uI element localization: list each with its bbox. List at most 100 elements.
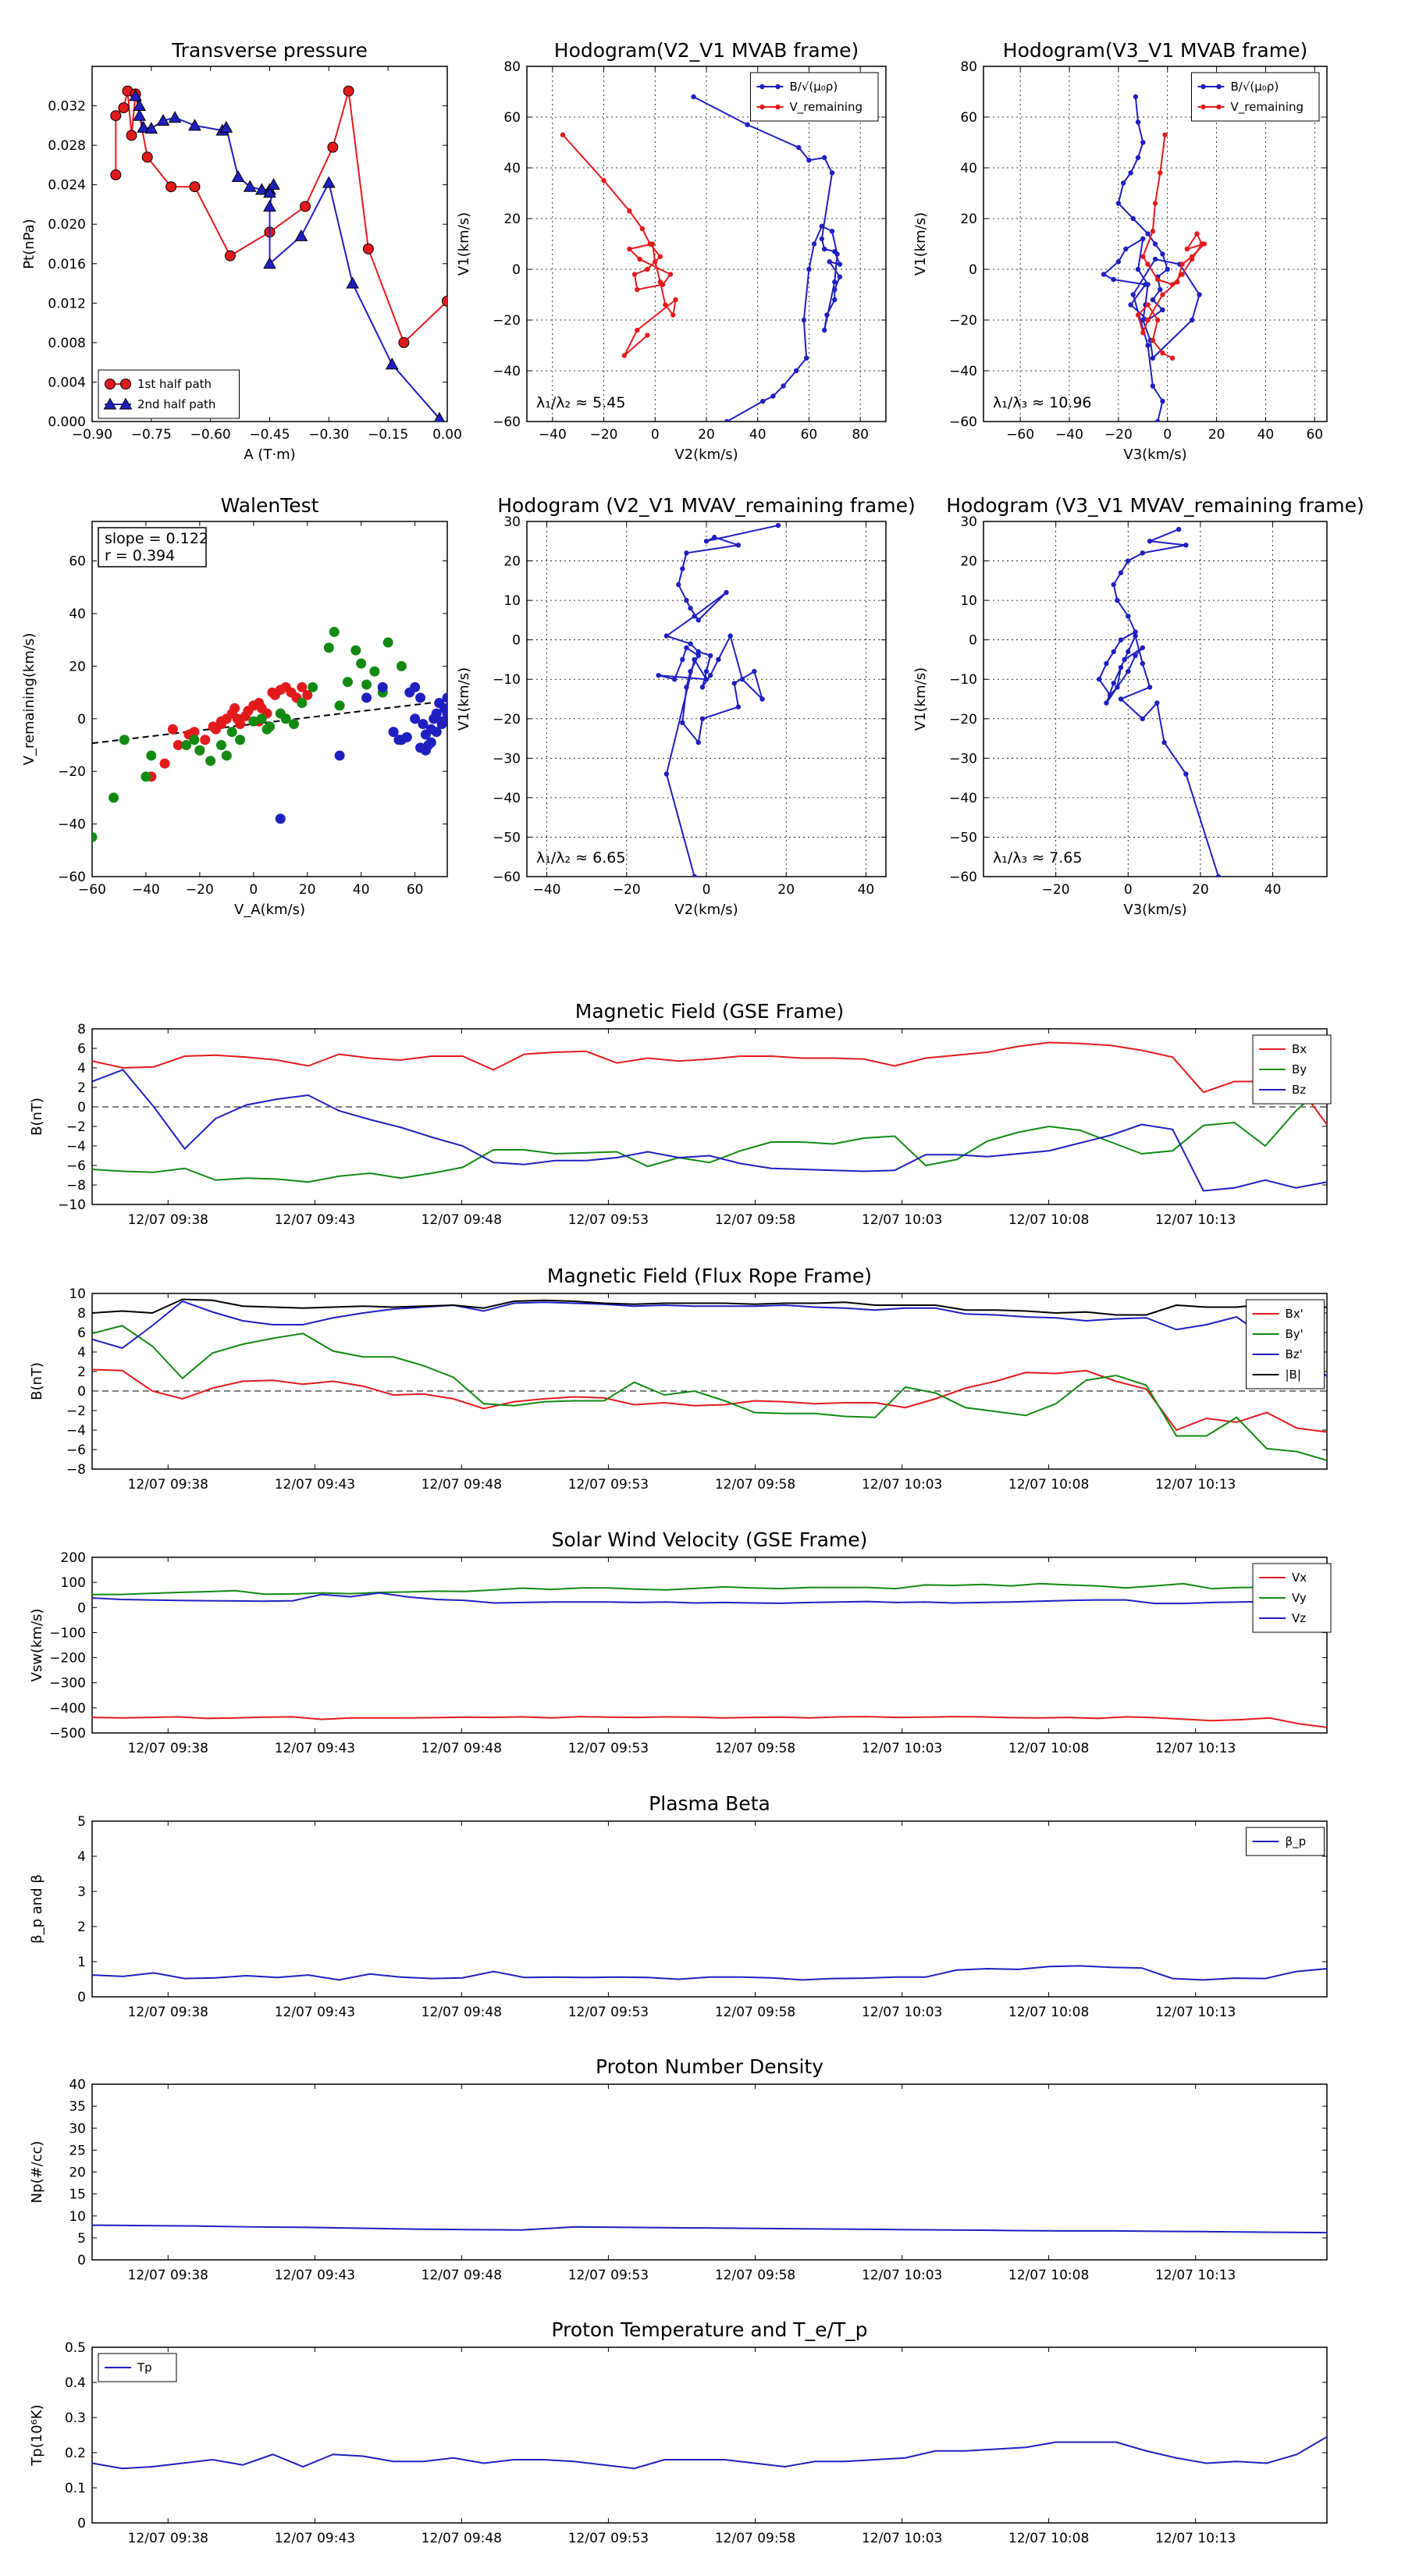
data-point bbox=[819, 236, 825, 242]
y-axis-label: B(nT) bbox=[29, 1362, 45, 1400]
data-point bbox=[688, 641, 693, 646]
legend: 1st half path 2nd half path bbox=[98, 369, 240, 419]
data-point bbox=[346, 276, 360, 289]
data-point bbox=[361, 692, 372, 703]
y-tick-label: 0 bbox=[77, 1990, 86, 2005]
y-tick-label: 2 bbox=[77, 1364, 86, 1380]
fit-line bbox=[92, 699, 447, 745]
data-point bbox=[811, 241, 817, 247]
y-tick-label: 0 bbox=[969, 262, 977, 278]
fit-stats-frame bbox=[98, 527, 207, 568]
ts1-axes-frame bbox=[91, 1028, 1328, 1205]
x-tick-label: −40 bbox=[1055, 427, 1083, 443]
y-tick-label: −40 bbox=[58, 817, 86, 833]
x-tick-label: 40 bbox=[749, 427, 767, 443]
series-group bbox=[110, 85, 447, 422]
y-tick-label: 80 bbox=[960, 59, 977, 75]
data-point bbox=[322, 176, 336, 188]
y-tick-label: 8 bbox=[77, 1022, 86, 1037]
series-line bbox=[92, 2435, 1327, 2470]
data-point bbox=[200, 735, 211, 745]
data-point bbox=[695, 739, 701, 745]
y-tick-label: 0 bbox=[77, 1600, 86, 1616]
x-tick-label: 12/07 10:13 bbox=[1155, 2268, 1236, 2283]
x-tick-label: 20 bbox=[698, 427, 715, 443]
x-tick-label: 12/07 10:13 bbox=[1155, 1212, 1236, 1228]
data-point bbox=[663, 771, 670, 777]
data-point bbox=[645, 266, 650, 272]
series-line bbox=[92, 1300, 1327, 1378]
data-point bbox=[707, 653, 713, 659]
h4-ticks: −20 0 20 40 −60 −50 −40 −30 −20 −10 0 10 20 30 bbox=[949, 514, 1327, 898]
data-point bbox=[803, 355, 809, 361]
x-tick-label: 12/07 10:03 bbox=[862, 1741, 942, 1756]
y-tick-label: 4 bbox=[77, 1061, 86, 1076]
data-point bbox=[144, 122, 158, 134]
data-point bbox=[1152, 201, 1158, 206]
data-point bbox=[1150, 229, 1156, 234]
y-tick-label: 20 bbox=[69, 659, 86, 674]
legend-label: Bz bbox=[1292, 1083, 1306, 1097]
data-point bbox=[302, 689, 313, 700]
x-tick-label: 12/07 09:58 bbox=[715, 1741, 795, 1756]
data-point bbox=[1145, 302, 1151, 308]
legend-label: B/√(μ₀ρ) bbox=[790, 80, 838, 94]
data-point bbox=[1200, 84, 1206, 90]
data-point bbox=[1118, 637, 1124, 642]
y-tick-label: 60 bbox=[960, 110, 977, 126]
data-point bbox=[821, 155, 827, 161]
series-line bbox=[92, 1082, 1327, 1183]
y-tick-label: 35 bbox=[69, 2099, 86, 2115]
y-tick-label: 0 bbox=[77, 2516, 86, 2532]
x-axis-label: V_A(km/s) bbox=[234, 902, 305, 918]
legend-box bbox=[98, 369, 240, 419]
legend-label: Vz bbox=[1292, 1611, 1306, 1625]
legend-label: Vy bbox=[1292, 1591, 1307, 1605]
data-point bbox=[692, 873, 697, 877]
legend: Vx Vy Vz bbox=[1252, 1563, 1332, 1633]
data-point bbox=[410, 713, 421, 724]
x-tick-label: −20 bbox=[1042, 882, 1070, 898]
ts1-ticks: −10 −8 −6 −4 −2 0 2 4 6 8 12/07 09:38 12/07 09:43 12… bbox=[58, 1022, 1327, 1228]
data-point bbox=[118, 102, 130, 114]
data-point bbox=[434, 411, 445, 422]
data-point bbox=[631, 272, 638, 277]
data-point bbox=[1097, 677, 1102, 682]
data-point bbox=[703, 668, 710, 674]
data-point bbox=[829, 170, 835, 176]
data-point bbox=[334, 700, 345, 711]
data-point bbox=[695, 617, 701, 623]
chart-title: Solar Wind Velocity (GSE Frame) bbox=[552, 1528, 868, 1551]
data-point bbox=[294, 229, 308, 241]
y-tick-label: 40 bbox=[960, 161, 977, 176]
y-tick-label: 40 bbox=[69, 2077, 86, 2093]
data-point bbox=[224, 250, 236, 262]
data-point bbox=[1154, 418, 1161, 422]
x-axis-label: A (T·m) bbox=[244, 447, 295, 463]
data-point bbox=[1189, 254, 1195, 259]
data-point bbox=[126, 130, 137, 141]
x-tick-label: 12/07 09:53 bbox=[568, 2531, 649, 2546]
series-group bbox=[1101, 94, 1208, 422]
data-point bbox=[699, 685, 706, 690]
x-tick-label: 12/07 10:03 bbox=[862, 2005, 942, 2020]
data-point bbox=[1189, 317, 1195, 323]
y-tick-label: 20 bbox=[503, 554, 521, 570]
legend-label: V_remaining bbox=[1231, 100, 1304, 115]
data-point bbox=[105, 379, 116, 390]
data-point bbox=[707, 672, 713, 678]
chart-title: WalenTest bbox=[221, 494, 319, 517]
data-point bbox=[410, 681, 421, 692]
y-tick-label: −50 bbox=[493, 830, 521, 845]
data-point bbox=[232, 713, 243, 724]
data-point bbox=[635, 286, 640, 293]
data-point bbox=[759, 84, 765, 90]
x-tick-label: 12/07 09:48 bbox=[422, 2268, 502, 2283]
y-tick-label: −500 bbox=[49, 1726, 86, 1742]
y-tick-label: 5 bbox=[77, 1814, 86, 1830]
data-point bbox=[1160, 292, 1165, 297]
y-tick-label: −20 bbox=[949, 313, 977, 329]
y-tick-label: −40 bbox=[949, 791, 977, 806]
data-point bbox=[398, 336, 410, 348]
data-point bbox=[221, 750, 232, 761]
